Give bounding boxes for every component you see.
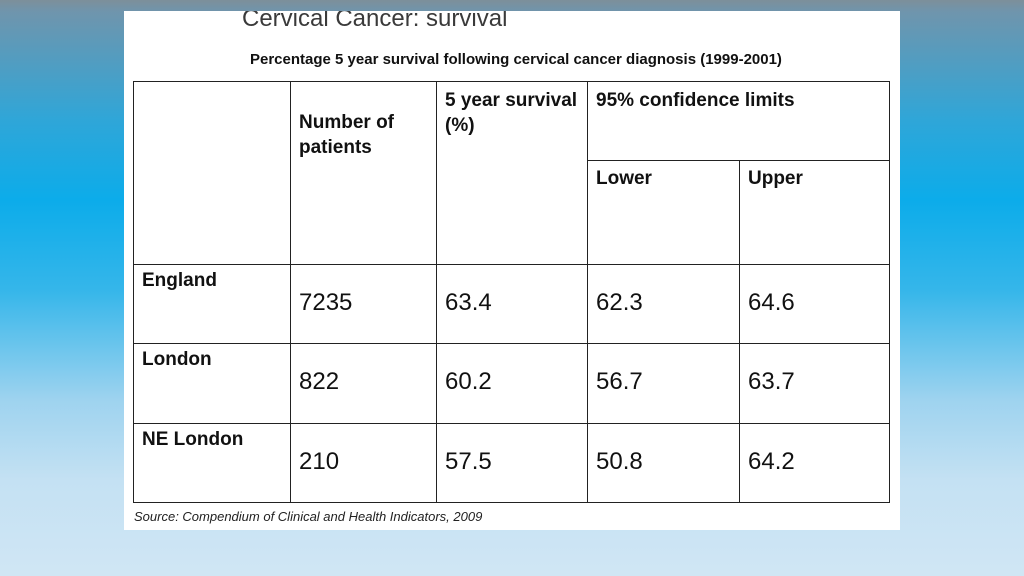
slide-title: Cervical Cancer: survival [242,11,508,32]
subheader-row: Lower Upper [134,160,891,265]
upper-limit-value: 64.6 [738,264,891,344]
header-patients: Number of patients [290,81,437,265]
upper-limit-value: 64.2 [738,423,891,503]
survival-table: Number of patients 5 year survival (%) 9… [133,81,891,503]
survival-value: 57.5 [436,423,588,503]
lower-limit-value: 62.3 [587,264,740,344]
slide: Cervical Cancer: survival Percentage 5 y… [124,11,900,530]
source-note: Source: Compendium of Clinical and Healt… [134,509,483,524]
table-caption: Percentage 5 year survival following cer… [250,51,782,68]
header-confidence-limits: 95% confidence limits [586,81,891,161]
header-corner-cell [133,81,291,265]
region-label: NE London [133,423,291,503]
table-row: England 7235 63.4 62.3 64.6 [133,264,891,344]
header-upper: Upper [738,160,891,265]
header-survival: 5 year survival (%) [436,81,588,265]
patients-value: 7235 [290,264,437,344]
region-label: London [133,343,291,424]
table-row: London 822 60.2 56.7 63.7 [133,343,891,424]
survival-value: 63.4 [436,264,588,344]
patients-value: 822 [290,343,437,424]
header-lower: Lower [587,160,740,265]
region-label: England [133,264,291,344]
patients-value: 210 [290,423,437,503]
upper-limit-value: 63.7 [738,343,891,424]
header-row: Number of patients 5 year survival (%) 9… [133,81,891,265]
survival-value: 60.2 [436,343,588,424]
table-row: NE London 210 57.5 50.8 64.2 [133,423,891,503]
lower-limit-value: 50.8 [587,423,740,503]
lower-limit-value: 56.7 [587,343,740,424]
